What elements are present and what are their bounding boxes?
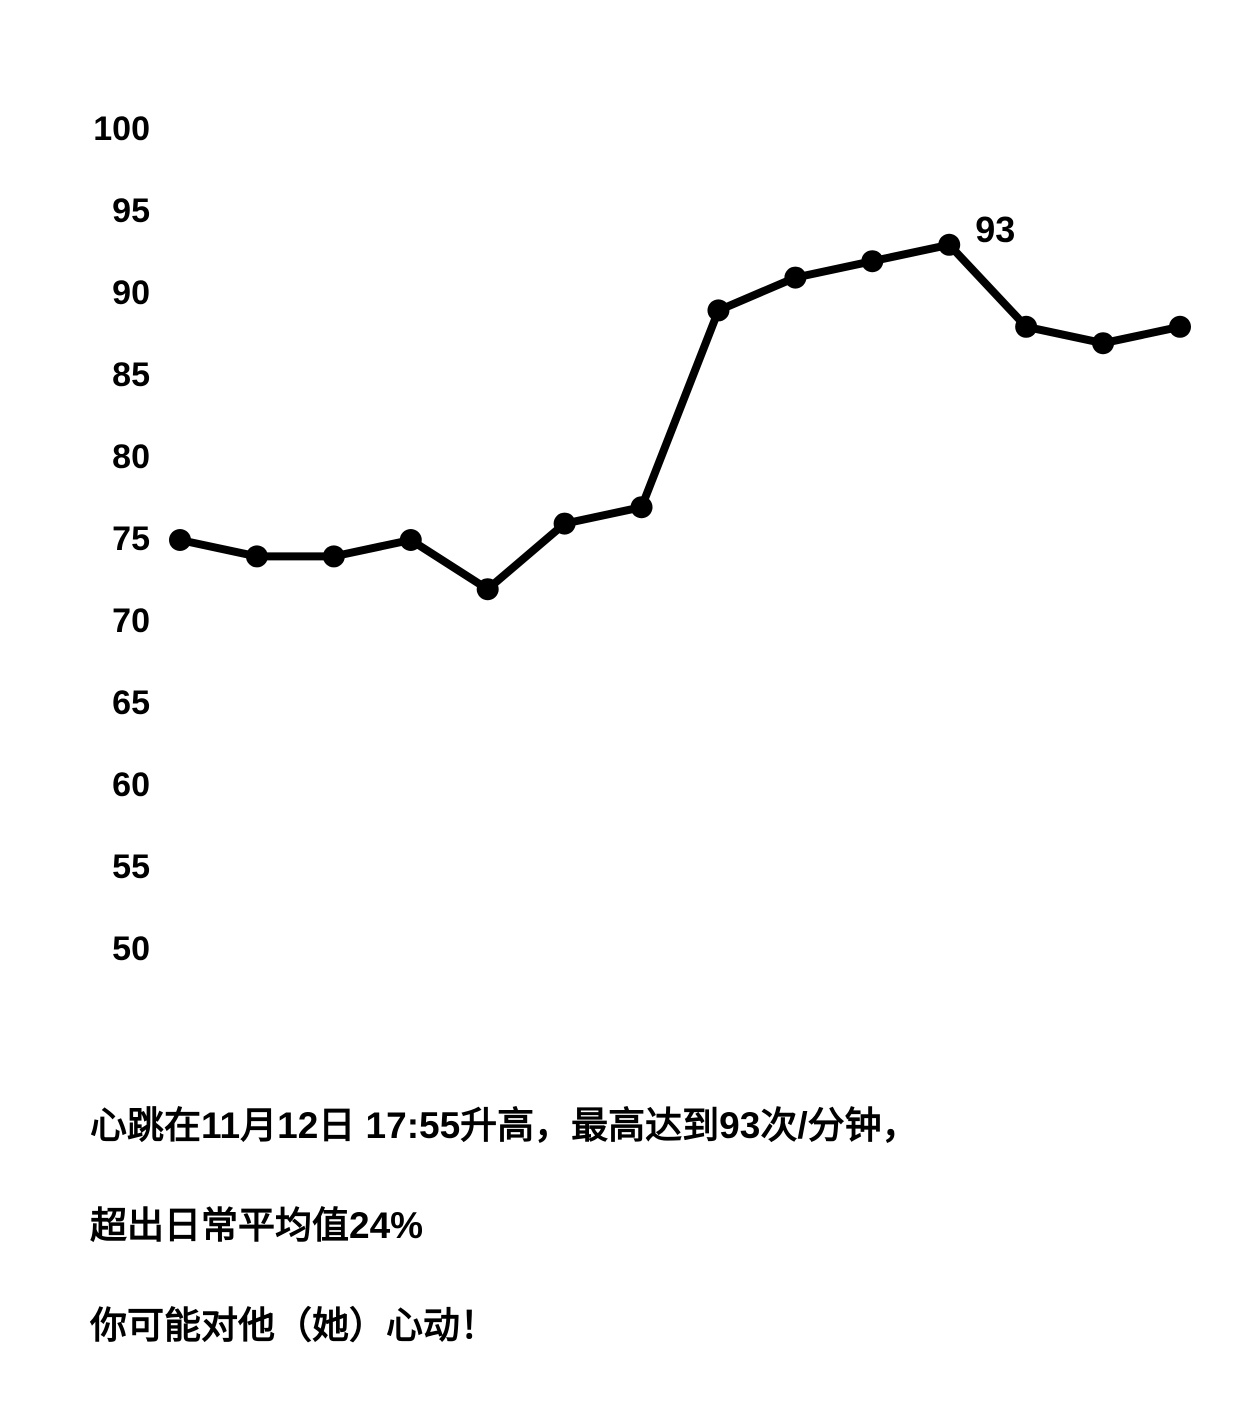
y-axis-tick-label: 60 xyxy=(112,766,150,805)
y-axis-tick-label: 65 xyxy=(112,684,150,723)
y-axis-tick-label: 70 xyxy=(112,602,150,641)
data-point-marker xyxy=(1092,332,1114,354)
y-axis-tick-label: 95 xyxy=(112,192,150,231)
y-axis-tick-label: 50 xyxy=(112,930,150,969)
peak-value-label: 93 xyxy=(975,209,1015,251)
data-point-marker xyxy=(554,513,576,535)
data-point-marker xyxy=(246,545,268,567)
heart-rate-chart: 100 95 90 85 80 75 70 65 60 55 50 93 心跳在11月12日 17:… xyxy=(0,0,1240,1417)
data-point-marker xyxy=(323,545,345,567)
heart-rate-line xyxy=(180,245,1180,589)
data-point-marker xyxy=(169,529,191,551)
data-point-marker xyxy=(477,578,499,600)
y-axis-tick-label: 55 xyxy=(112,848,150,887)
data-point-marker xyxy=(400,529,422,551)
y-axis-tick-label: 80 xyxy=(112,438,150,477)
y-axis-tick-label: 85 xyxy=(112,356,150,395)
y-axis-tick-label: 100 xyxy=(93,110,150,149)
y-axis-tick-label: 75 xyxy=(112,520,150,559)
data-point-marker xyxy=(707,299,729,321)
data-point-marker xyxy=(784,267,806,289)
y-axis-tick-label: 90 xyxy=(112,274,150,313)
data-point-marker xyxy=(1015,316,1037,338)
data-point-marker xyxy=(1169,316,1191,338)
data-point-marker xyxy=(631,496,653,518)
caption-line-1: 心跳在11月12日 17:55升高，最高达到93次/分钟， xyxy=(90,1095,919,1149)
data-point-marker xyxy=(938,234,960,256)
caption-line-2: 超出日常平均值24% xyxy=(90,1195,423,1249)
data-point-marker xyxy=(861,250,883,272)
caption-line-3: 你可能对他（她）心动！ xyxy=(90,1295,497,1349)
